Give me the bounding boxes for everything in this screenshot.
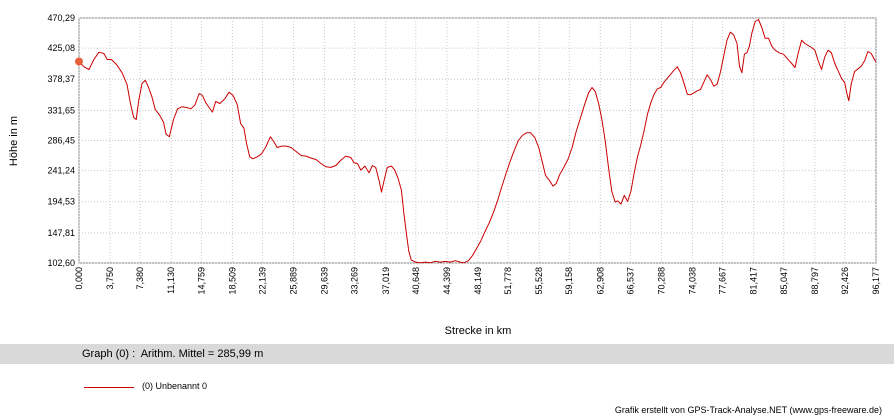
x-axis-title: Strecke in km bbox=[445, 325, 512, 337]
x-tick-label: 88,797 bbox=[810, 267, 820, 295]
y-tick-label: 194,53 bbox=[47, 197, 75, 207]
y-tick-label: 331,65 bbox=[47, 105, 75, 115]
x-tick-label: 0,000 bbox=[74, 267, 84, 290]
elevation-chart: 470,29 425,08 378,37 331,65 286,45 241,24 194,… bbox=[8, 13, 881, 337]
mean-value-text: Graph (0) : Arithm. Mittel = 285,99 m bbox=[82, 348, 264, 360]
x-tick-label: 33,269 bbox=[350, 267, 360, 295]
x-tick-label: 7,380 bbox=[135, 267, 145, 290]
y-tick-label: 147,81 bbox=[47, 228, 75, 238]
x-tick-label: 25,889 bbox=[289, 267, 299, 295]
y-tick-label: 470,29 bbox=[47, 13, 75, 23]
legend-line-swatch bbox=[84, 387, 134, 388]
x-tick-label: 37,019 bbox=[381, 267, 391, 295]
start-marker bbox=[75, 57, 83, 66]
x-tick-label: 55,528 bbox=[534, 267, 544, 295]
x-tick-label: 22,139 bbox=[257, 267, 267, 295]
y-tick-label: 425,08 bbox=[47, 43, 75, 53]
x-tick-label: 70,288 bbox=[656, 267, 666, 295]
y-tick-label: 241,24 bbox=[47, 166, 75, 176]
grid-lines bbox=[78, 17, 877, 264]
x-tick-label: 59,158 bbox=[564, 267, 574, 295]
x-tick-label: 77,667 bbox=[718, 267, 728, 295]
x-tick-label: 51,778 bbox=[503, 267, 513, 295]
y-axis-title: Höhe in m bbox=[8, 116, 20, 166]
y-axis-ticks: 470,29 425,08 378,37 331,65 286,45 241,24 194,… bbox=[47, 13, 75, 268]
y-tick-label: 378,37 bbox=[47, 74, 75, 84]
plot-area bbox=[78, 17, 877, 264]
x-tick-label: 92,426 bbox=[840, 267, 850, 295]
series-line bbox=[78, 19, 877, 264]
x-tick-label: 18,509 bbox=[227, 267, 237, 295]
series-layer bbox=[75, 19, 877, 264]
x-tick-label: 14,759 bbox=[196, 267, 206, 295]
x-tick-label: 66,537 bbox=[625, 267, 635, 295]
x-tick-label: 81,417 bbox=[749, 267, 759, 295]
x-tick-label: 44,399 bbox=[442, 267, 452, 295]
x-tick-label: 29,639 bbox=[320, 267, 330, 295]
statistics-bar: Graph (0) : Arithm. Mittel = 285,99 m bbox=[0, 344, 894, 364]
x-tick-label: 11,130 bbox=[166, 267, 176, 294]
y-tick-label: 286,45 bbox=[47, 135, 75, 145]
footer-credit: Grafik erstellt von GPS-Track-Analyse.NE… bbox=[614, 405, 882, 415]
x-tick-label: 74,038 bbox=[688, 267, 698, 295]
y-tick-label: 102,60 bbox=[47, 258, 75, 268]
x-axis-ticks: 0,000 3,750 7,380 11,130 14,759 18,509 22,139 2… bbox=[74, 267, 881, 295]
x-tick-label: 62,908 bbox=[595, 267, 605, 295]
x-tick-label: 40,648 bbox=[411, 267, 421, 295]
x-tick-label: 96,177 bbox=[871, 267, 881, 295]
x-tick-label: 3,750 bbox=[105, 267, 115, 290]
x-tick-label: 85,047 bbox=[779, 267, 789, 295]
legend-label: (0) Unbenannt 0 bbox=[142, 381, 208, 391]
x-tick-label: 48,149 bbox=[473, 267, 483, 295]
